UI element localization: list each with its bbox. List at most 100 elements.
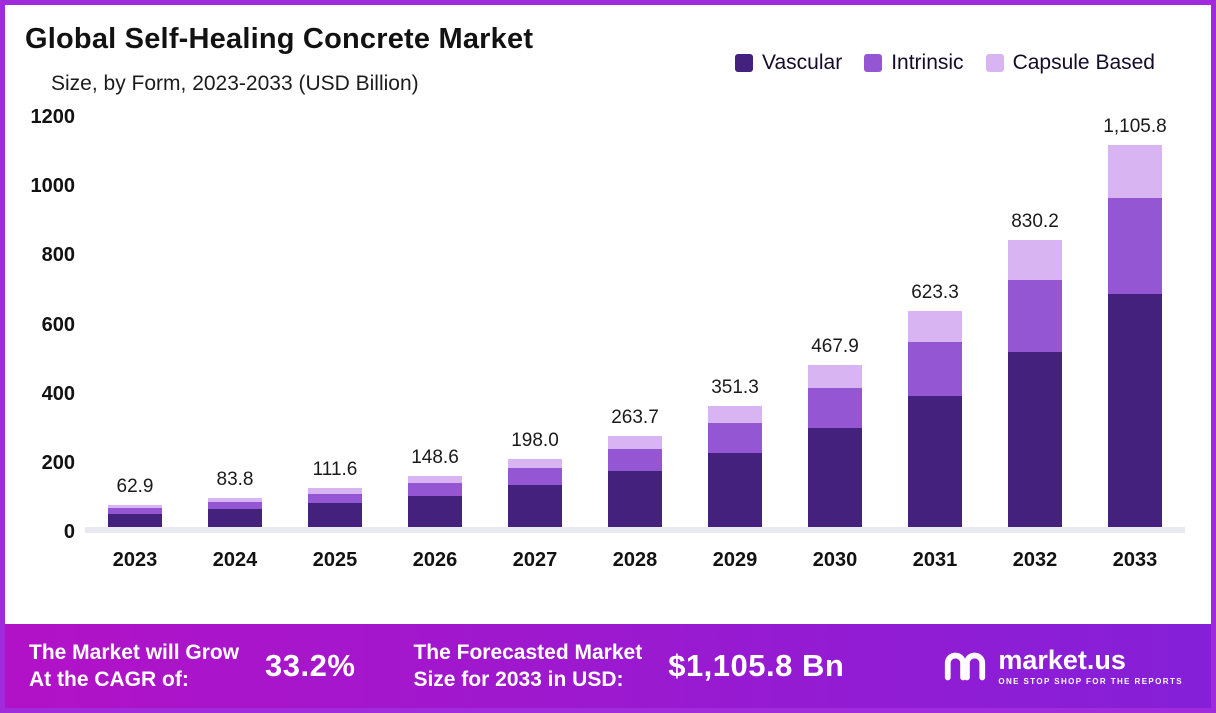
bar-segment-intrinsic [208,502,262,510]
bar-segment-vascular [808,428,862,527]
y-axis: 0 200 400 600 800 1000 1200 [21,106,85,543]
bar-segment-vascular [1008,351,1062,527]
chart-header: Global Self-Healing Concrete Market Size… [5,5,1211,96]
bar-segment-vascular [508,485,562,527]
bar-total-label-2025: 111.6 [312,459,358,481]
cagr-value: 33.2% [265,648,356,683]
stacked-bar-2024 [208,498,262,527]
bar-segment-capsule-based [908,311,962,342]
x-axis-label-2028: 2028 [612,549,658,571]
bar-segment-vascular [1108,293,1162,527]
bar-segment-vascular [708,452,762,527]
bar-segment-intrinsic [608,448,662,472]
bar-segment-capsule-based [108,505,162,509]
forecast-label-line2: Size for 2033 in USD: [413,668,624,691]
bar-segment-intrinsic [1008,280,1062,352]
y-axis-label-1200: 1200 [30,106,76,128]
brand-text: market.us ONE STOP SHOP FOR THE REPORTS [998,644,1183,686]
plot-wrap: 62.9 83.8 111.6 148.6 198.0 263.7 351.3 467.9 62… [85,115,1185,572]
y-axis-label-1000: 1000 [30,175,76,198]
bar-total-label-2031: 623.3 [911,282,959,304]
bar-column-2030: 467.9 [785,118,885,527]
bar-total-label-2026: 148.6 [411,446,459,468]
legend-swatch-capsule-based [985,54,1004,72]
x-axis-label-2027: 2027 [512,549,558,571]
cagr-label: The Market will Grow At the CAGR of: [29,639,239,694]
brand-tagline: ONE STOP SHOP FOR THE REPORTS [998,676,1183,686]
legend-item-intrinsic: Intrinsic [864,51,964,75]
bar-segment-capsule-based [708,405,762,423]
bar-segment-intrinsic [308,493,362,504]
bar-segment-capsule-based [308,488,362,494]
x-axis-label-2029: 2029 [712,549,758,571]
bar-total-label-2033: 1,105.8 [1103,115,1167,137]
brand-name: market.us [998,644,1126,675]
cagr-label-line2: At the CAGR of: [29,668,189,691]
market-us-logo-icon [945,652,986,681]
bar-segment-intrinsic [108,508,162,514]
stacked-bar-2033 [1108,144,1162,527]
bar-segment-intrinsic [708,422,762,453]
bar-chart: 0 200 400 600 800 1000 1200 62.9 83.8 111.6 148.6… [5,96,1211,572]
x-axis-label-2023: 2023 [112,549,158,571]
stacked-bar-2026 [408,475,462,527]
stacked-bar-2025 [308,488,362,527]
bar-segment-intrinsic [908,341,962,396]
stacked-bar-2027 [508,458,562,527]
footer-banner: The Market will Grow At the CAGR of: 33.… [5,624,1211,708]
bar-segment-vascular [608,471,662,527]
stacked-bar-2030 [808,365,862,527]
legend-item-vascular: Vascular [735,51,842,75]
bar-column-2033: 1,105.8 [1085,115,1185,527]
forecast-label-line1: The Forecasted Market [413,640,643,664]
bar-column-2028: 263.7 [585,118,685,527]
bar-total-label-2023: 62.9 [116,476,154,498]
stacked-bar-2032 [1008,239,1062,527]
chart-subtitle: Size, by Form, 2023-2033 (USD Billion) [51,72,419,95]
legend-swatch-intrinsic [864,54,883,72]
bar-segment-vascular [308,503,362,527]
stacked-bar-2031 [908,311,962,527]
bar-segment-capsule-based [1008,239,1062,281]
legend-label: Vascular [762,51,843,74]
y-axis-label-800: 800 [41,244,75,267]
x-axis-label-2030: 2030 [812,549,858,571]
bar-column-2024: 83.8 [185,118,285,527]
bar-column-2025: 111.6 [285,118,385,527]
bar-segment-capsule-based [808,365,862,388]
bar-segment-intrinsic [808,387,862,429]
bar-column-2031: 623.3 [885,118,985,527]
bar-total-label-2028: 263.7 [611,406,659,428]
legend-item-capsule-based: Capsule Based [985,51,1155,75]
x-axis-label-2031: 2031 [912,549,958,571]
bar-segment-capsule-based [208,498,262,503]
forecast-label: The Forecasted Market Size for 2033 in U… [413,639,642,694]
y-axis-label-200: 200 [41,451,75,474]
bar-column-2027: 198.0 [485,118,585,527]
legend-label: Intrinsic [891,51,964,74]
bar-segment-capsule-based [408,475,462,483]
y-axis-label-400: 400 [41,382,75,405]
page-title: Global Self-Healing Concrete Market [25,23,534,55]
bar-segment-intrinsic [508,468,562,486]
bar-column-2023: 62.9 [85,118,185,527]
bar-total-label-2024: 83.8 [216,469,254,491]
bar-segment-vascular [208,509,262,527]
stacked-bar-2023 [108,505,162,527]
bar-segment-capsule-based [1108,144,1162,199]
bar-segment-vascular [108,513,162,527]
x-axis-label-2026: 2026 [412,549,458,571]
stacked-bar-2029 [708,405,762,527]
x-axis-label-2032: 2032 [1012,549,1058,571]
forecast-value: $1,105.8 Bn [668,648,845,683]
bar-total-label-2027: 198.0 [511,429,559,451]
x-axis-label-2033: 2033 [1112,549,1158,571]
x-axis-label-2024: 2024 [212,549,258,571]
chart-legend: Vascular Intrinsic Capsule Based [735,51,1155,75]
bar-segment-vascular [908,395,962,527]
bar-segment-intrinsic [1108,198,1162,294]
bar-segment-capsule-based [508,458,562,469]
legend-swatch-vascular [735,54,754,72]
market-us-brand: market.us ONE STOP SHOP FOR THE REPORTS [942,644,1183,686]
